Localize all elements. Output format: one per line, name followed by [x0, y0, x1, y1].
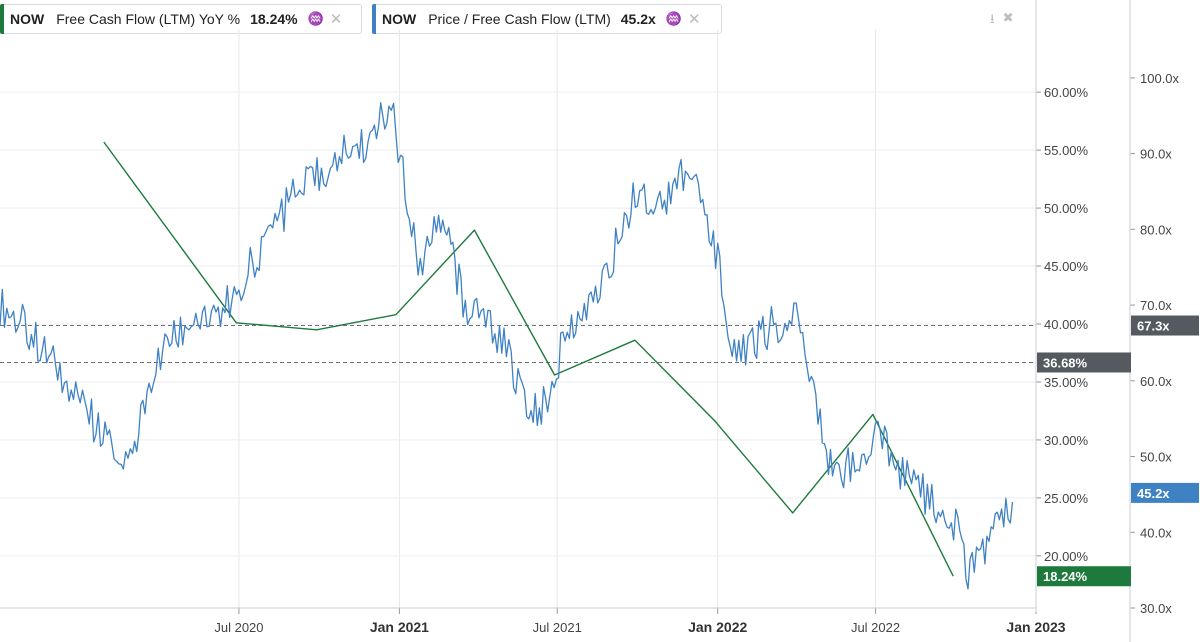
- series-color-swatch: [0, 4, 4, 34]
- y-right-tick-label: 100.0x: [1140, 71, 1180, 86]
- legend-price-fcf[interactable]: NOW Price / Free Cash Flow (LTM) 45.2x ♒…: [372, 4, 722, 34]
- y-left-tick-label: 20.00%: [1044, 549, 1089, 564]
- x-tick-label: Jul 2021: [533, 620, 582, 635]
- y-left-tick-label: 25.00%: [1044, 491, 1089, 506]
- legend-value: 18.24%: [250, 11, 298, 27]
- y-right-tick-label: 70.0x: [1140, 298, 1172, 313]
- legend-fcf-yoy[interactable]: NOW Free Cash Flow (LTM) YoY % 18.24% ♒ …: [0, 4, 362, 34]
- y-right-tick-label: 30.0x: [1140, 601, 1172, 616]
- collapse-icon[interactable]: ✖: [1002, 10, 1014, 25]
- y-left-tick-label: 50.00%: [1044, 201, 1089, 216]
- x-tick-label: Jan 2022: [688, 619, 747, 635]
- chart-type-icon[interactable]: ♒: [307, 11, 324, 26]
- reference-badge-bg: [1037, 352, 1131, 373]
- y-right-tick-label: 50.0x: [1140, 450, 1172, 465]
- y-left-tick-label: 45.00%: [1044, 259, 1089, 274]
- y-left-tick-label: 55.00%: [1044, 143, 1089, 158]
- x-tick-label: Jan 2023: [1006, 619, 1065, 635]
- y-left-tick-label: 30.00%: [1044, 433, 1089, 448]
- reference-lines: [0, 325, 1036, 363]
- current-value-badge: 45.2x: [1137, 486, 1170, 501]
- legend-label: Free Cash Flow (LTM) YoY %: [56, 11, 241, 27]
- series-lines: [0, 102, 1014, 590]
- legend-label: Price / Free Cash Flow (LTM): [428, 11, 611, 27]
- y-left-tick-label: 35.00%: [1044, 375, 1089, 390]
- current-value-badge: 18.24%: [1043, 569, 1088, 584]
- y-right-tick-label: 60.0x: [1140, 374, 1172, 389]
- close-icon[interactable]: ✕: [329, 11, 343, 28]
- series-line-fcf-yoy: [103, 141, 954, 577]
- y-right-tick-label: 40.0x: [1140, 525, 1172, 540]
- x-tick-label: Jul 2022: [851, 620, 900, 635]
- y-left-tick-label: 40.00%: [1044, 317, 1089, 332]
- download-icon[interactable]: ⭳: [990, 11, 995, 26]
- reference-badge-bg: [1131, 315, 1199, 336]
- reference-badge: 67.3x: [1137, 319, 1170, 334]
- value-badges: 36.68% 67.3x 45.2x 18.24%: [1037, 315, 1199, 587]
- legend-ticker: NOW: [382, 11, 417, 27]
- legend-value: 45.2x: [620, 11, 656, 27]
- grid: [0, 30, 1037, 608]
- current-value-badge-bg: [1131, 482, 1199, 503]
- x-tick-label: Jan 2021: [370, 619, 429, 635]
- legend-ticker: NOW: [10, 11, 45, 27]
- reference-badge: 36.68%: [1043, 355, 1088, 370]
- chart-toolbar: ⭳ ✖: [990, 10, 1013, 32]
- x-tick-label: Jul 2020: [214, 620, 263, 635]
- series-color-swatch: [372, 4, 376, 34]
- series-line-price-fcf: [0, 102, 1014, 590]
- y-right-tick-label: 80.0x: [1140, 222, 1172, 237]
- y-left-tick-label: 60.00%: [1044, 85, 1089, 100]
- current-value-badge-bg: [1037, 566, 1131, 587]
- y-right-tick-label: 90.0x: [1140, 147, 1172, 162]
- chart-type-icon[interactable]: ♒: [665, 11, 682, 26]
- close-icon[interactable]: ✕: [688, 11, 701, 28]
